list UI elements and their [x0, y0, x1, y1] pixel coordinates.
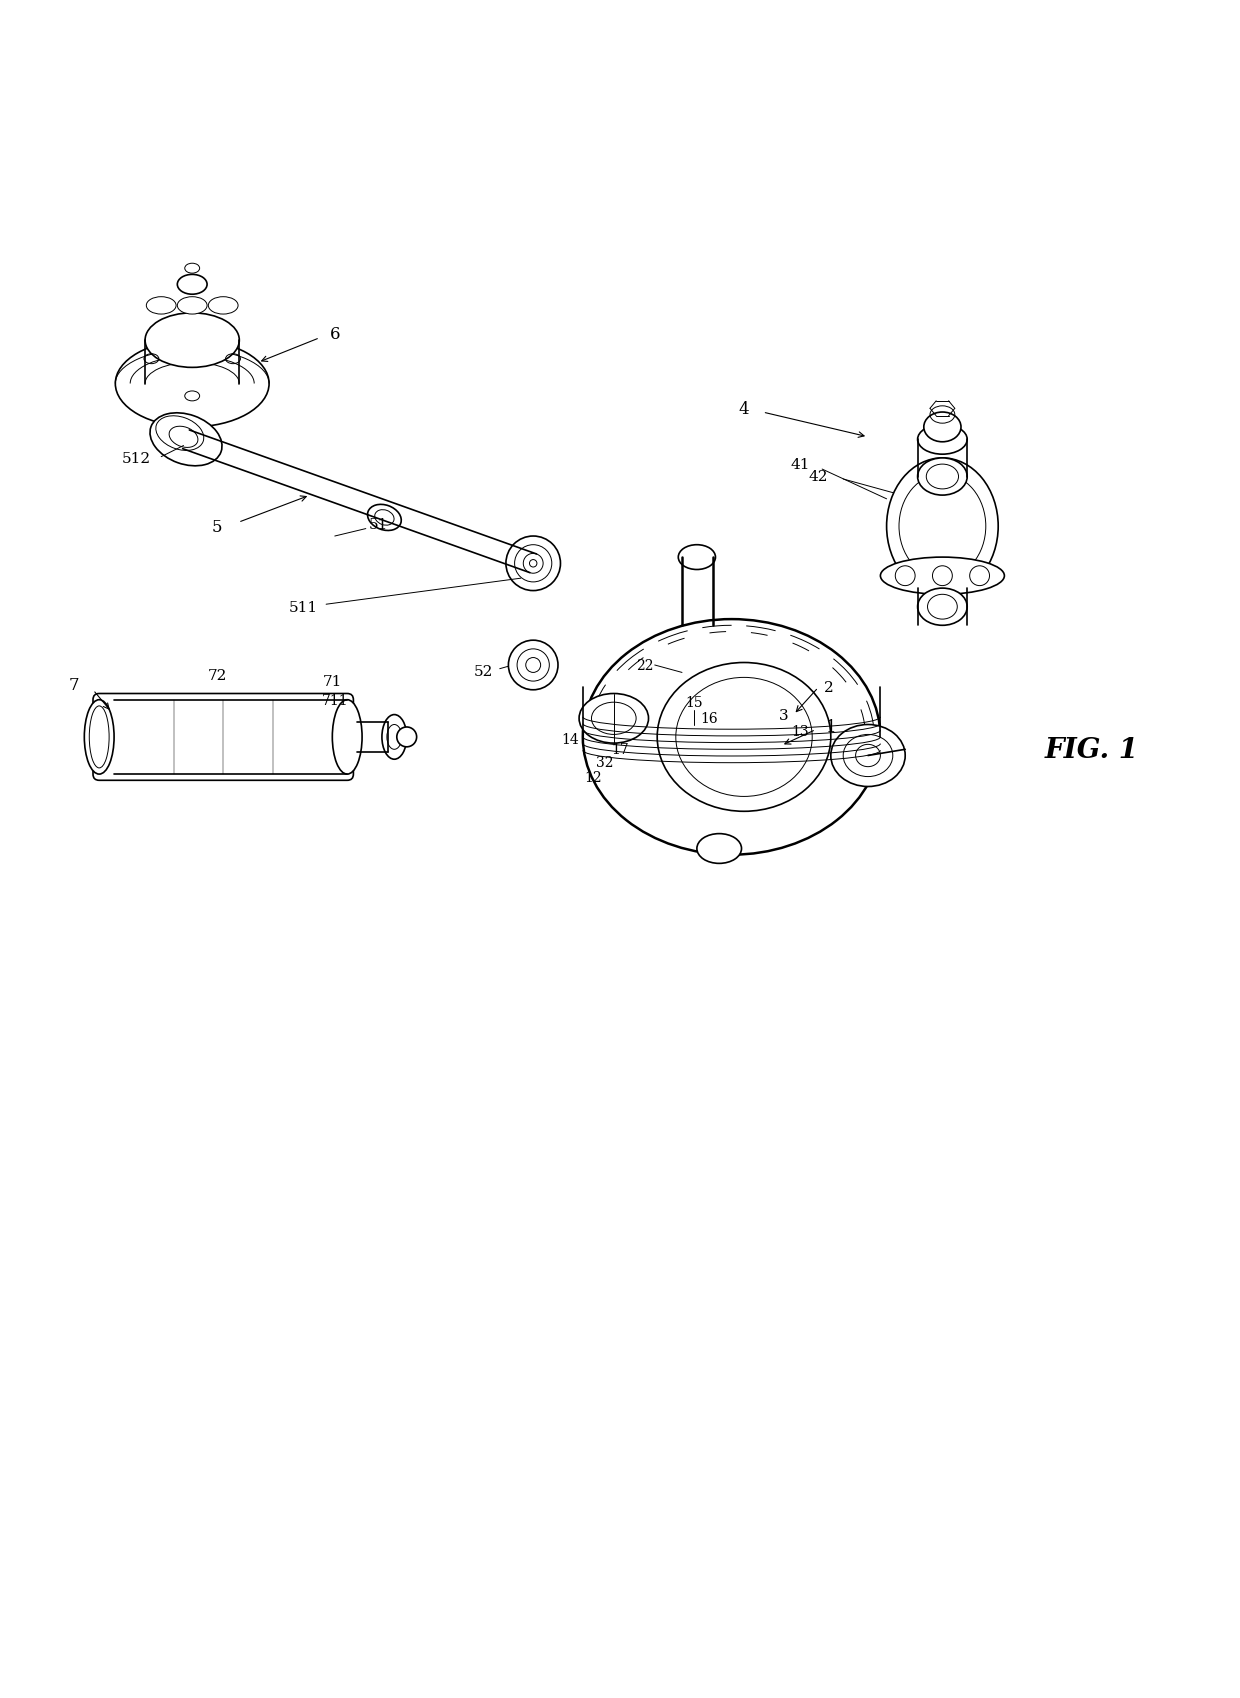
Text: 41: 41	[790, 458, 810, 472]
Ellipse shape	[177, 275, 207, 295]
Text: 32: 32	[596, 756, 614, 769]
FancyBboxPatch shape	[93, 694, 353, 781]
Ellipse shape	[145, 314, 239, 368]
Text: 52: 52	[474, 666, 494, 679]
Ellipse shape	[918, 458, 967, 496]
Ellipse shape	[332, 700, 362, 774]
Ellipse shape	[506, 537, 560, 591]
Text: 12: 12	[584, 771, 601, 784]
Text: 42: 42	[808, 470, 828, 484]
Ellipse shape	[177, 297, 207, 314]
Text: 17: 17	[611, 742, 629, 757]
Text: FIG. 1: FIG. 1	[1044, 737, 1138, 764]
Text: 512: 512	[122, 452, 151, 465]
Ellipse shape	[508, 640, 558, 691]
Text: 511: 511	[289, 601, 319, 615]
Text: 71: 71	[322, 674, 342, 689]
Ellipse shape	[697, 834, 742, 864]
Text: 16: 16	[701, 711, 718, 725]
Ellipse shape	[115, 341, 269, 428]
Ellipse shape	[150, 414, 222, 467]
Ellipse shape	[579, 694, 649, 744]
Ellipse shape	[831, 725, 905, 788]
Ellipse shape	[880, 557, 1004, 594]
Text: 13: 13	[791, 725, 808, 739]
Text: 14: 14	[562, 734, 579, 747]
Ellipse shape	[84, 700, 114, 774]
Ellipse shape	[924, 413, 961, 443]
Text: 3: 3	[779, 708, 789, 722]
Ellipse shape	[208, 297, 238, 314]
Ellipse shape	[583, 620, 880, 856]
Ellipse shape	[918, 424, 967, 455]
Text: 51: 51	[368, 518, 388, 531]
Text: 6: 6	[330, 326, 340, 343]
Ellipse shape	[382, 715, 407, 759]
Text: 4: 4	[739, 401, 749, 418]
Text: 22: 22	[636, 659, 653, 672]
Ellipse shape	[397, 727, 417, 747]
Text: 5: 5	[212, 518, 222, 535]
Ellipse shape	[678, 545, 715, 571]
Text: 2: 2	[823, 681, 833, 694]
Text: 711: 711	[321, 693, 348, 708]
Ellipse shape	[918, 589, 967, 627]
Text: 7: 7	[69, 678, 79, 694]
Text: 1: 1	[826, 718, 836, 735]
Ellipse shape	[146, 297, 176, 314]
Ellipse shape	[367, 504, 402, 531]
Text: 72: 72	[207, 669, 227, 683]
Text: 15: 15	[686, 696, 703, 710]
Ellipse shape	[887, 458, 998, 594]
